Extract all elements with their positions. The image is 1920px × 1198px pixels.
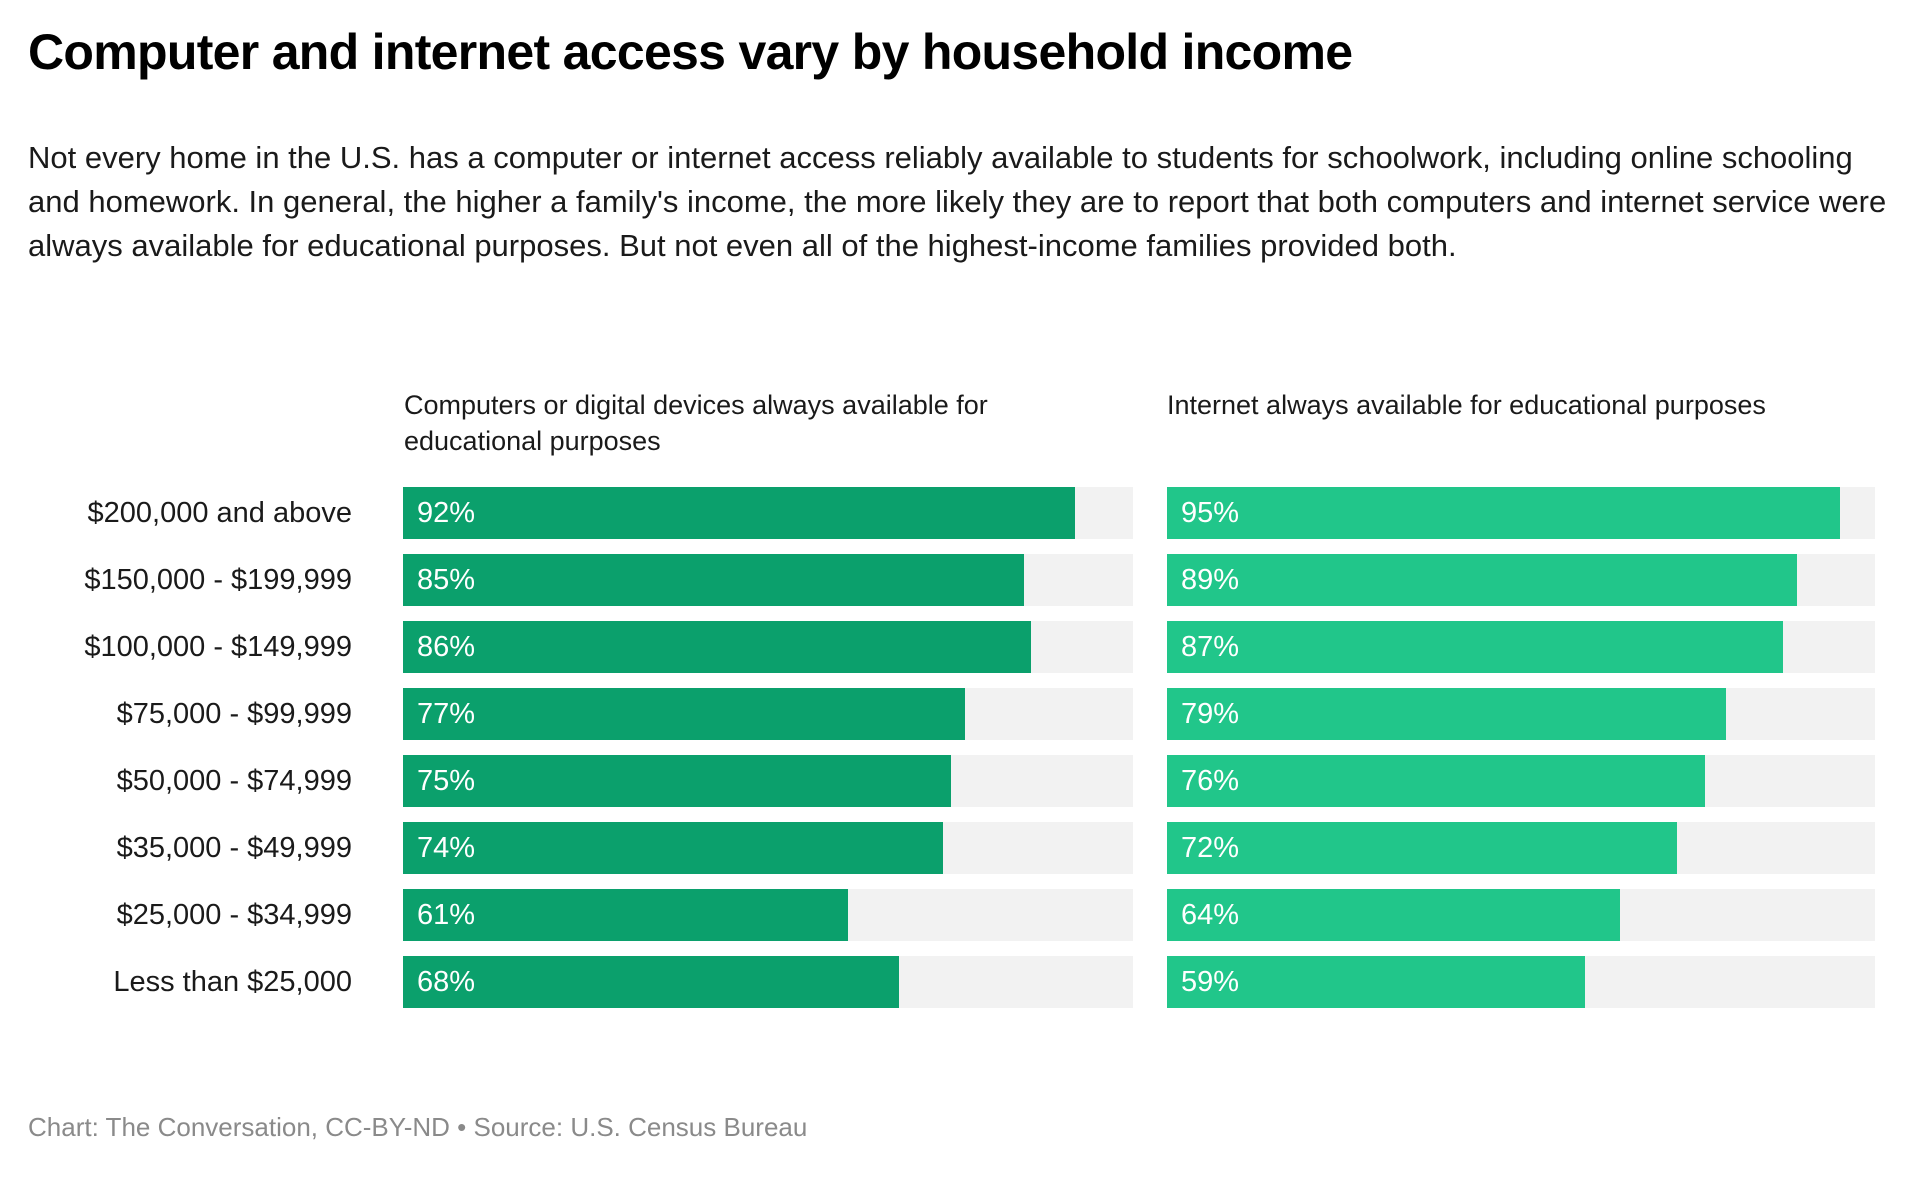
chart-row: $25,000 - $34,999 61% 64% bbox=[0, 889, 1920, 956]
bar-track: 77% bbox=[403, 688, 1133, 740]
bar-value-label: 76% bbox=[1181, 765, 1240, 797]
bar-value-label: 77% bbox=[417, 698, 476, 730]
bar-value-label: 64% bbox=[1181, 899, 1240, 931]
chart-row: Less than $25,000 68% 59% bbox=[0, 956, 1920, 1023]
bar-track: 79% bbox=[1167, 688, 1875, 740]
bar-series-1 bbox=[403, 755, 951, 807]
bar-value-label: 59% bbox=[1181, 966, 1240, 998]
row-label: $50,000 - $74,999 bbox=[116, 765, 352, 797]
bar-track: 64% bbox=[1167, 889, 1875, 941]
bar-value-label: 85% bbox=[417, 564, 476, 596]
row-label: $150,000 - $199,999 bbox=[84, 564, 352, 596]
bar-track: 59% bbox=[1167, 956, 1875, 1008]
column-header-computers: Computers or digital devices always avai… bbox=[404, 390, 988, 456]
row-label: Less than $25,000 bbox=[113, 966, 352, 998]
page-title: Computer and internet access vary by hou… bbox=[28, 24, 1353, 80]
bar-track: 72% bbox=[1167, 822, 1875, 874]
column-headers: Computers or digital devices always avai… bbox=[0, 388, 1920, 468]
bar-value-label: 95% bbox=[1181, 497, 1240, 529]
bar-series-1 bbox=[403, 487, 1075, 539]
bar-track: 74% bbox=[403, 822, 1133, 874]
bar-series-1 bbox=[403, 956, 900, 1008]
bar-value-label: 86% bbox=[417, 631, 476, 663]
bar-series-1 bbox=[403, 822, 944, 874]
bar-series-2 bbox=[1167, 688, 1727, 740]
bar-track: 68% bbox=[403, 956, 1133, 1008]
bar-track: 87% bbox=[1167, 621, 1875, 673]
bar-series-2 bbox=[1167, 889, 1621, 941]
bar-value-label: 72% bbox=[1181, 832, 1240, 864]
bar-track: 76% bbox=[1167, 755, 1875, 807]
row-label: $100,000 - $149,999 bbox=[84, 631, 352, 663]
chart-row: $75,000 - $99,999 77% 79% bbox=[0, 688, 1920, 755]
bar-value-label: 92% bbox=[417, 497, 476, 529]
bar-value-label: 89% bbox=[1181, 564, 1240, 596]
chart-row: $35,000 - $49,999 74% 72% bbox=[0, 822, 1920, 889]
bar-series-1 bbox=[403, 889, 849, 941]
bar-track: 85% bbox=[403, 554, 1133, 606]
bar-series-1 bbox=[403, 621, 1031, 673]
bar-value-label: 75% bbox=[417, 765, 476, 797]
bar-series-1 bbox=[403, 688, 966, 740]
row-label: $200,000 and above bbox=[87, 497, 352, 529]
chart-subtitle: Not every home in the U.S. has a compute… bbox=[28, 140, 1887, 264]
chart-row: $150,000 - $199,999 85% 89% bbox=[0, 554, 1920, 621]
chart-row: $200,000 and above 92% 95% bbox=[0, 487, 1920, 554]
bar-track: 75% bbox=[403, 755, 1133, 807]
bar-track: 95% bbox=[1167, 487, 1875, 539]
bar-series-2 bbox=[1167, 487, 1840, 539]
bar-series-2 bbox=[1167, 755, 1706, 807]
bar-series-2 bbox=[1167, 822, 1677, 874]
row-label: $25,000 - $34,999 bbox=[116, 899, 352, 931]
bar-series-2 bbox=[1167, 554, 1798, 606]
bar-series-2 bbox=[1167, 956, 1585, 1008]
row-label: $35,000 - $49,999 bbox=[116, 832, 352, 864]
row-label: $75,000 - $99,999 bbox=[116, 698, 352, 730]
bar-rows: $200,000 and above 92% 95% $150,000 - $199,… bbox=[0, 487, 1920, 1023]
chart-credit: Chart: The Conversation, CC-BY-ND • Sour… bbox=[28, 1112, 808, 1142]
bar-series-2 bbox=[1167, 621, 1783, 673]
chart-row: $50,000 - $74,999 75% 76% bbox=[0, 755, 1920, 822]
bar-value-label: 61% bbox=[417, 899, 476, 931]
bar-value-label: 87% bbox=[1181, 631, 1240, 663]
bar-value-label: 79% bbox=[1181, 698, 1240, 730]
bar-track: 61% bbox=[403, 889, 1133, 941]
bar-value-label: 74% bbox=[417, 832, 476, 864]
bar-track: 89% bbox=[1167, 554, 1875, 606]
column-header-internet: Internet always available for educationa… bbox=[1167, 390, 1766, 420]
chart-row: $100,000 - $149,999 86% 87% bbox=[0, 621, 1920, 688]
bar-value-label: 68% bbox=[417, 966, 476, 998]
bar-series-1 bbox=[403, 554, 1024, 606]
bar-track: 86% bbox=[403, 621, 1133, 673]
bar-track: 92% bbox=[403, 487, 1133, 539]
